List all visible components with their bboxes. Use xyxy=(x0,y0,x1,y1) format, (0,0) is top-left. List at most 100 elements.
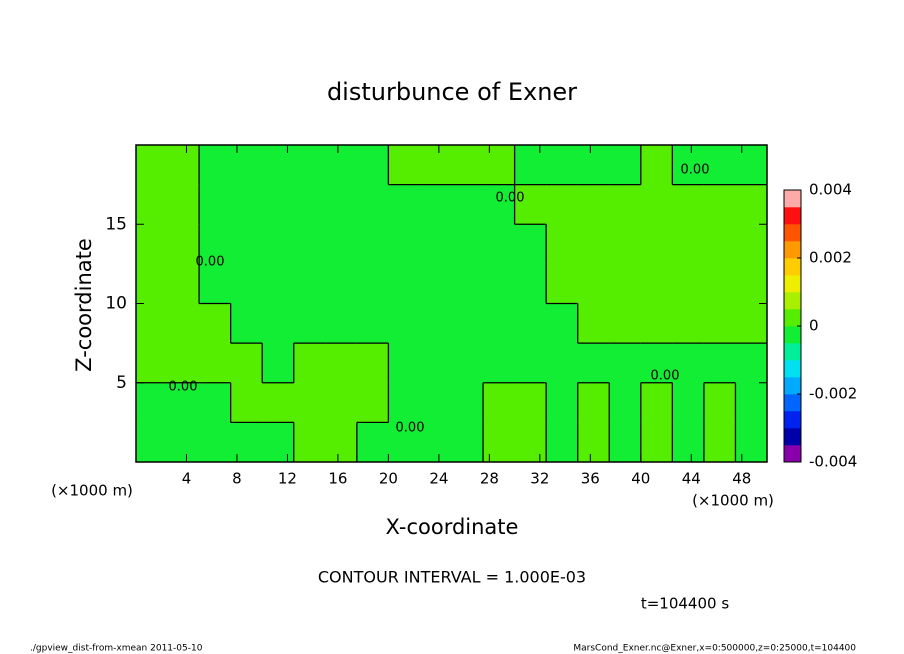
x-tick-label: 44 xyxy=(682,470,701,488)
contour-cell xyxy=(514,263,547,304)
contour-cell xyxy=(199,343,232,384)
contour-cell xyxy=(451,382,484,423)
colorbar-tick-label: -0.002 xyxy=(809,385,857,403)
contour-cell xyxy=(167,343,200,384)
contour-cell xyxy=(136,224,169,265)
colorbar-band xyxy=(784,377,801,395)
contour-cell xyxy=(199,145,232,186)
contour-cell xyxy=(640,145,673,186)
contour-cell xyxy=(230,184,263,225)
contour-cell xyxy=(199,303,232,344)
contour-cell xyxy=(735,184,768,225)
contour-cell xyxy=(262,263,295,304)
contour-cell xyxy=(483,422,516,463)
colorbar-tick-label: -0.004 xyxy=(809,453,857,471)
contour-cell xyxy=(514,382,547,423)
contour-cell xyxy=(483,303,516,344)
contour-cell xyxy=(388,145,421,186)
contour-cell xyxy=(388,382,421,423)
contour-cell xyxy=(419,263,452,304)
contour-cell xyxy=(293,343,326,384)
contour-cell xyxy=(609,343,642,384)
contour-cell xyxy=(640,263,673,304)
contour-cell xyxy=(609,224,642,265)
contour-cell xyxy=(167,263,200,304)
contour-cell xyxy=(356,224,389,265)
time-label: t=104400 s xyxy=(641,595,729,613)
contour-cell xyxy=(325,303,358,344)
colorbar-tick-label: 0.002 xyxy=(809,249,852,267)
contour-cell xyxy=(640,224,673,265)
contour-cell xyxy=(262,303,295,344)
contour-cell xyxy=(356,184,389,225)
contour-cell xyxy=(735,343,768,384)
contour-cell xyxy=(419,382,452,423)
colorbar-band xyxy=(784,343,801,361)
contour-cell xyxy=(451,263,484,304)
contour-cell xyxy=(136,303,169,344)
y-tick-label: 10 xyxy=(105,294,127,314)
contour-cell xyxy=(167,422,200,463)
contour-cell xyxy=(356,343,389,384)
contour-cell xyxy=(325,263,358,304)
contour-cell xyxy=(293,382,326,423)
x-unit-label: (×1000 m) xyxy=(692,492,774,510)
x-tick-label: 16 xyxy=(328,470,347,488)
contour-cell xyxy=(546,224,579,265)
contour-cell xyxy=(388,224,421,265)
contour-cell xyxy=(546,184,579,225)
contour-cell xyxy=(640,184,673,225)
contour-cell xyxy=(577,145,610,186)
contour-cell xyxy=(136,263,169,304)
contour-label: 0.00 xyxy=(396,421,425,436)
contour-cell xyxy=(230,263,263,304)
contour-cell xyxy=(167,382,200,423)
x-tick-label: 24 xyxy=(429,470,448,488)
contour-cell xyxy=(451,303,484,344)
contour-cell xyxy=(136,382,169,423)
contour-cell xyxy=(325,184,358,225)
contour-cell xyxy=(230,422,263,463)
contour-label: 0.00 xyxy=(651,369,680,384)
contour-cell xyxy=(703,184,736,225)
contour-cell xyxy=(199,224,232,265)
contour-cell xyxy=(735,382,768,423)
contour-cell xyxy=(672,184,705,225)
contour-cell xyxy=(325,224,358,265)
colorbar-band xyxy=(784,445,801,463)
contour-cell xyxy=(735,263,768,304)
contour-cell xyxy=(262,145,295,186)
chart-title: disturbunce of Exner xyxy=(327,78,577,106)
colorbar-band xyxy=(784,275,801,293)
contour-cell xyxy=(325,382,358,423)
contour-cell xyxy=(419,184,452,225)
contour-cell xyxy=(483,184,516,225)
contour-cell xyxy=(609,184,642,225)
x-tick-label: 36 xyxy=(581,470,600,488)
contour-cell xyxy=(577,343,610,384)
contour-cell xyxy=(230,145,263,186)
contour-cell xyxy=(325,422,358,463)
contour-cell xyxy=(577,184,610,225)
contour-cell xyxy=(640,382,673,423)
contour-cell xyxy=(577,382,610,423)
contour-cell xyxy=(230,343,263,384)
contour-cell xyxy=(356,382,389,423)
contour-cell xyxy=(672,145,705,186)
contour-cell xyxy=(609,422,642,463)
contour-cell xyxy=(419,343,452,384)
contour-cell xyxy=(262,422,295,463)
contour-cell xyxy=(546,263,579,304)
contour-cell xyxy=(703,224,736,265)
contour-cell xyxy=(703,303,736,344)
contour-cell xyxy=(609,263,642,304)
contour-cell xyxy=(514,145,547,186)
contour-cell xyxy=(483,145,516,186)
contour-cell xyxy=(640,343,673,384)
colorbar-band xyxy=(784,411,801,429)
contour-cell xyxy=(136,422,169,463)
contour-label: 0.00 xyxy=(681,163,710,178)
contour-cell xyxy=(672,382,705,423)
contour-cell xyxy=(483,382,516,423)
contour-cell xyxy=(167,145,200,186)
